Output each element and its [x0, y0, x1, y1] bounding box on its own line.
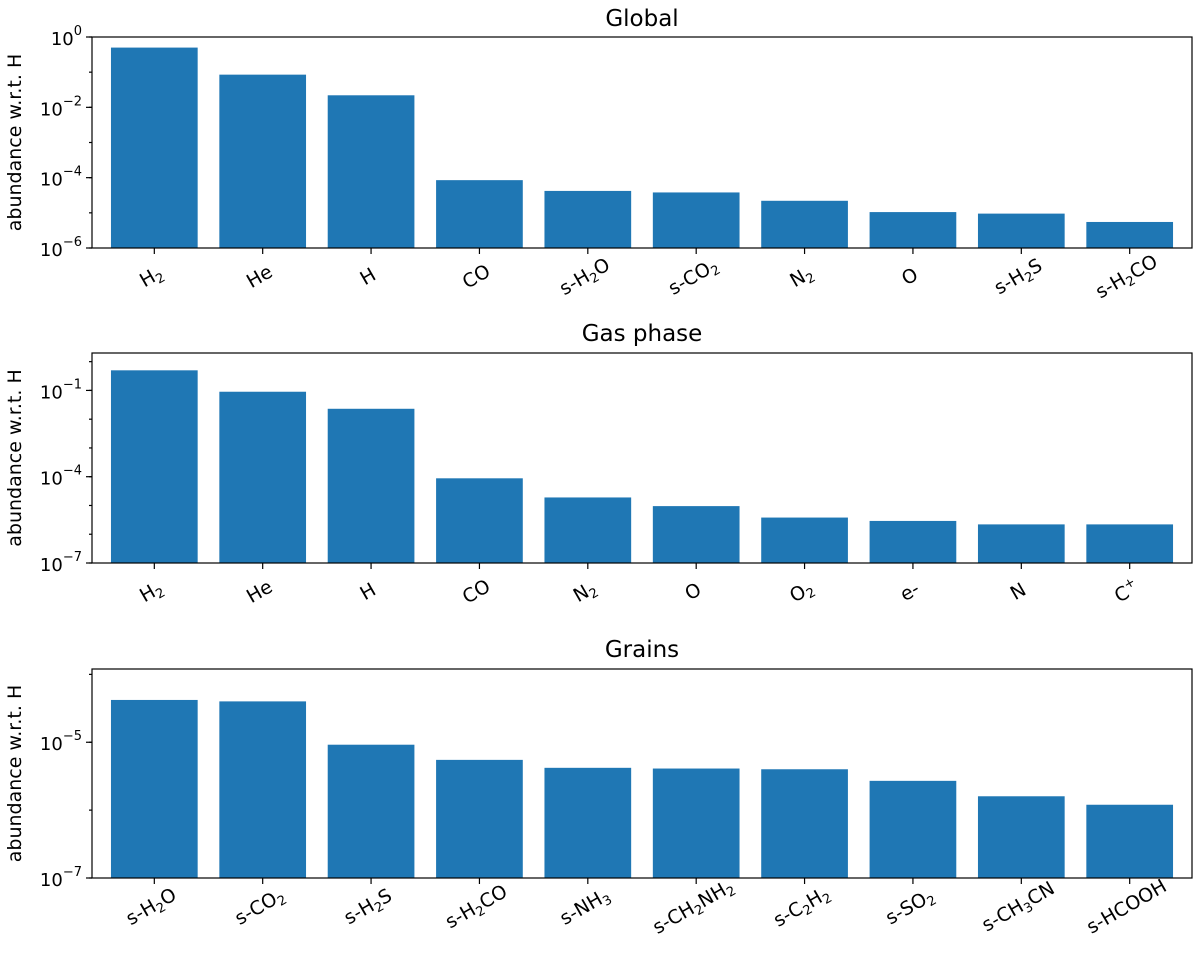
bar	[327, 95, 415, 248]
panel-gas-phase: Gas phase abundance w.r.t. H 10−1 10−4 10−7 H…	[4, 321, 1193, 610]
bar	[219, 74, 307, 248]
x-tick-label: e-	[896, 578, 923, 606]
bar	[761, 200, 848, 248]
chart-title: Grains	[605, 637, 679, 663]
x-tick-label: H	[356, 264, 379, 290]
x-tick-label: s-H2CO	[442, 880, 513, 935]
x-tick-label: s-CO2	[231, 884, 290, 932]
y-tick-label: 10−4	[40, 464, 82, 490]
x-tick-label: s-H2CO	[1092, 250, 1163, 305]
panel-global: Global abundance w.r.t. H 100 10−2 10−4 10−6 H…	[4, 6, 1193, 305]
bar	[869, 780, 957, 878]
x-tick-label: s-CH2NH2	[649, 875, 739, 941]
y-tick-label: 10−7	[40, 550, 82, 576]
x-tick-label: s-H2O	[556, 254, 616, 303]
x-tick-label: s-H2O	[122, 884, 182, 933]
x-tick-label: O	[681, 579, 705, 606]
x-tick-label: s-H2S	[340, 884, 397, 931]
bar	[110, 370, 198, 563]
x-tick-label: He	[243, 261, 277, 293]
x-tick-label: s-C2H2	[770, 882, 835, 934]
bar	[977, 524, 1065, 563]
bar	[544, 190, 632, 248]
x-tick-label: C+	[1110, 574, 1143, 607]
y-axis-label: abundance w.r.t. H	[4, 685, 26, 862]
y-tick-label: 10−7	[40, 865, 82, 891]
bar	[977, 213, 1065, 248]
bar	[436, 478, 523, 563]
bar	[327, 408, 415, 563]
bar	[761, 769, 848, 878]
bar	[869, 520, 957, 563]
x-tick-label: H2	[136, 262, 168, 295]
bar	[1086, 221, 1174, 248]
y-tick-label: 10−2	[40, 94, 82, 120]
x-tick-label: s-CH3CN	[978, 877, 1060, 939]
y-tick-label: 10−5	[40, 729, 82, 755]
x-tick-label: O	[898, 264, 922, 291]
bar	[869, 212, 957, 248]
panel-grains: Grains abundance w.r.t. H 10−5 10−7 s-H2O s-C…	[4, 637, 1193, 941]
x-tick-label: N2	[786, 262, 818, 295]
x-tick-label: N2	[570, 577, 602, 610]
bar	[977, 796, 1065, 878]
x-tick-label: s-HCOOH	[1083, 875, 1171, 938]
y-tick-label: 10−6	[40, 235, 82, 261]
bar	[436, 759, 523, 878]
y-axis-label: abundance w.r.t. H	[4, 54, 26, 231]
bar	[544, 497, 632, 563]
plot-frame	[91, 668, 1193, 879]
chart-title: Global	[605, 6, 678, 32]
chart-title: Gas phase	[582, 321, 703, 347]
y-tick-label: 100	[51, 24, 82, 50]
bar	[219, 391, 307, 563]
x-tick-label: s-SO2	[882, 884, 940, 932]
x-tick-label: He	[243, 576, 277, 608]
y-tick-label: 10−4	[40, 165, 82, 191]
bar	[219, 701, 307, 878]
plot-frame	[91, 352, 1193, 564]
bar	[652, 506, 740, 563]
bar	[1086, 804, 1174, 878]
x-tick-label: s-CO2	[665, 254, 724, 302]
y-tick-label: 10−1	[40, 377, 82, 403]
x-tick-label: N	[1007, 579, 1030, 605]
bar	[1086, 524, 1174, 563]
x-tick-label: s-NH3	[556, 884, 615, 932]
bar	[544, 767, 632, 878]
x-tick-label: s-H2S	[991, 254, 1048, 301]
x-tick-label: O2	[786, 576, 819, 609]
y-axis-label: abundance w.r.t. H	[4, 369, 26, 546]
x-tick-label: CO	[459, 575, 494, 608]
bar	[652, 192, 740, 248]
bar	[110, 699, 198, 878]
bar	[327, 744, 415, 878]
bar	[436, 180, 523, 248]
x-tick-label: CO	[459, 260, 494, 293]
bar	[652, 768, 740, 878]
bar	[110, 47, 198, 249]
x-tick-label: H	[356, 579, 379, 605]
bar	[761, 517, 848, 563]
x-tick-label: H2	[136, 577, 168, 610]
